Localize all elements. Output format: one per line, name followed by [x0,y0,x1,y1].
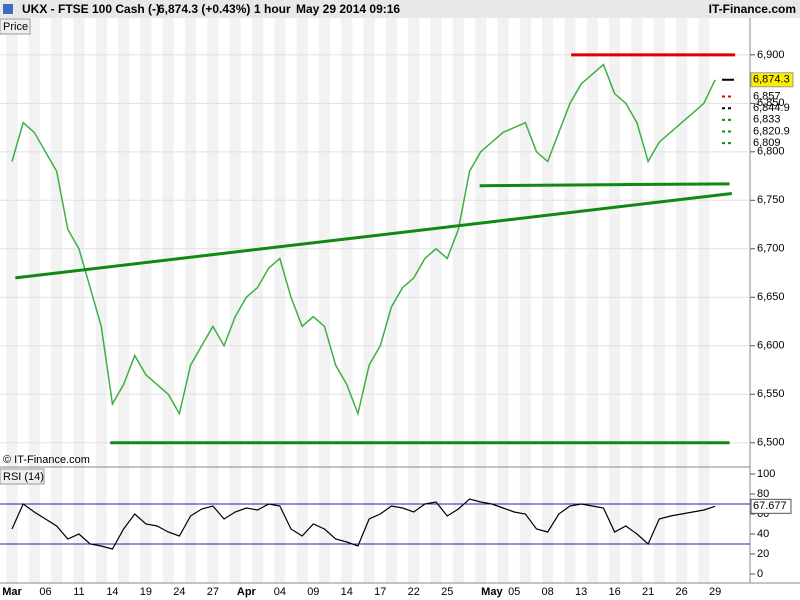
x-tick-label: 17 [374,586,386,598]
day-stripe [95,18,107,583]
x-tick-label: 11 [73,586,84,598]
level-label: 6,809 [753,137,781,149]
interval: 1 hour [254,2,291,16]
last-price-box [750,72,794,88]
y-tick-label: 20 [757,548,769,560]
day-stripe [363,18,375,583]
y-tick-label: 80 [757,488,769,500]
copyright: © IT-Finance.com [3,454,90,466]
day-stripe [140,18,152,583]
trend-line [479,182,730,188]
x-tick-label: Mar [2,586,22,598]
y-tick-label: 6,850 [757,97,785,109]
rsi-label-box [0,468,45,485]
x-tick-label: 04 [274,586,286,598]
x-tick-label: 29 [709,586,721,598]
y-tick-label: 6,600 [757,340,785,352]
y-tick-label: 40 [757,528,769,540]
day-stripe [385,18,398,583]
day-stripe [184,18,197,583]
day-stripe [162,18,174,583]
day-stripe [497,18,509,583]
x-tick-label: 24 [173,586,185,598]
y-tick-label: 6,550 [757,388,785,400]
x-tick-label: 14 [341,586,353,598]
day-stripe [676,18,688,583]
source: IT-Finance.com [709,2,796,16]
day-stripe [73,18,85,583]
day-stripe [6,18,18,583]
x-tick-label: 13 [575,586,587,598]
day-stripe [296,18,308,583]
day-stripe [452,18,464,583]
title: UKX - FTSE 100 Cash (-) [22,2,160,16]
x-tick-label: 26 [675,586,687,598]
x-tick-label: May [481,586,503,598]
day-stripe [51,18,63,583]
day-stripe [274,18,286,583]
day-stripe [475,18,487,583]
day-stripe [28,18,40,583]
rsi-value-box [750,498,792,514]
y-tick-label: 6,700 [757,243,785,255]
rsi-line [11,498,716,550]
x-tick-label: 06 [39,586,51,598]
y-tick-label: 0 [757,568,763,580]
rsi-value-label: 67.677 [753,500,787,512]
x-tick-label: 09 [307,586,319,598]
day-stripe [341,18,353,583]
x-tick-label: 22 [408,586,420,598]
y-tick-label: 6,800 [757,146,785,158]
day-stripe [251,18,264,583]
day-stripe [408,18,420,583]
x-tick-label: Apr [237,586,257,598]
x-tick-label: 21 [642,586,654,598]
x-tick-label: 08 [542,586,554,598]
y-tick-label: 6,650 [757,291,785,303]
price-line [11,63,716,417]
day-stripe [430,18,442,583]
y-tick-label: 6,750 [757,194,785,206]
day-stripe [631,18,643,583]
y-tick-label: 6,500 [757,437,785,449]
y-tick-label: 100 [757,468,775,480]
y-tick-label: 6,900 [757,49,785,61]
level-label: 6,820.9 [753,125,790,137]
level-label: 6,874.3 [753,74,790,86]
day-stripe [318,18,331,583]
level-label: 6,857 [753,90,781,102]
x-tick-label: 14 [106,586,118,598]
day-stripe [207,18,219,583]
day-stripe [519,18,531,583]
day-stripe [586,18,598,583]
trend-line [15,192,732,280]
last-price: 6,874.3 (+0.43%) [158,2,250,16]
day-stripe [542,18,554,583]
price-label: Price [3,21,28,33]
timestamp: May 29 2014 09:16 [296,2,400,16]
x-tick-label: 25 [441,586,453,598]
day-stripe [698,18,710,583]
x-tick-label: 27 [207,586,219,598]
price-label-box [0,18,31,35]
rsi-label: RSI (14) [3,471,44,483]
level-label: 6,833 [753,114,781,126]
day-stripe [229,18,241,583]
day-stripe [609,18,621,583]
day-stripe [118,18,130,583]
day-stripe [564,18,576,583]
day-stripe [653,18,665,583]
icon [3,4,13,14]
x-tick-label: 19 [140,586,152,598]
x-tick-label: 16 [609,586,621,598]
level-label: 6,844.9 [753,102,790,114]
header-bar [0,0,800,18]
x-tick-label: 05 [508,586,520,598]
